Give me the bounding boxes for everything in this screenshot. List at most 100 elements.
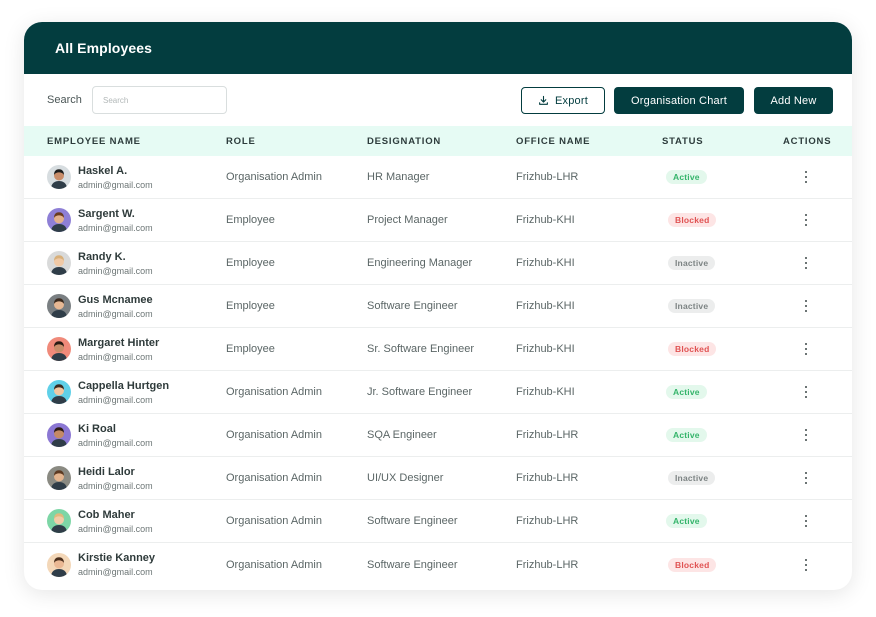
status-badge: Active <box>666 170 707 184</box>
avatar <box>47 208 71 232</box>
employee-email: admin@gmail.com <box>78 567 153 577</box>
more-options-icon[interactable] <box>802 299 810 313</box>
status-badge: Inactive <box>668 471 716 485</box>
employee-office: Frizhub-KHI <box>516 386 575 398</box>
status-badge: Active <box>666 385 707 399</box>
employee-email: admin@gmail.com <box>78 524 153 534</box>
avatar <box>47 423 71 447</box>
employee-role: Organisation Admin <box>226 515 322 527</box>
employee-office: Frizhub-KHI <box>516 300 575 312</box>
employee-designation: HR Manager <box>367 171 430 183</box>
employee-designation: Jr. Software Engineer <box>367 386 473 398</box>
more-options-icon[interactable] <box>802 428 810 442</box>
more-options-icon[interactable] <box>802 170 810 184</box>
employee-office: Frizhub-LHR <box>516 429 579 441</box>
employee-name: Ki Roal <box>78 423 116 435</box>
employee-role: Organisation Admin <box>226 429 322 441</box>
more-options-icon[interactable] <box>802 558 810 572</box>
employee-role: Employee <box>226 300 275 312</box>
employee-designation: SQA Engineer <box>367 429 437 441</box>
page-title: All Employees <box>55 40 153 56</box>
table-row[interactable]: Gus Mcnamee admin@gmail.com Employee Sof… <box>24 285 852 328</box>
avatar <box>47 509 71 533</box>
avatar <box>47 466 71 490</box>
employee-email: admin@gmail.com <box>78 481 153 491</box>
employee-name: Randy K. <box>78 251 126 263</box>
card-header: All Employees <box>24 22 852 74</box>
more-options-icon[interactable] <box>802 385 810 399</box>
employee-office: Frizhub-KHI <box>516 343 575 355</box>
toolbar: Search Export Organisation Chart Add New <box>24 74 852 126</box>
employee-email: admin@gmail.com <box>78 180 153 190</box>
employee-designation: Software Engineer <box>367 559 458 571</box>
more-options-icon[interactable] <box>802 514 810 528</box>
search-input[interactable] <box>92 86 227 114</box>
employee-email: admin@gmail.com <box>78 266 153 276</box>
employee-role: Organisation Admin <box>226 386 322 398</box>
table-row[interactable]: Randy K. admin@gmail.com Employee Engine… <box>24 242 852 285</box>
employee-name: Cob Maher <box>78 509 135 521</box>
table-header: EMPLOYEE NAME ROLE DESIGNATION OFFICE NA… <box>24 126 852 156</box>
table-row[interactable]: Cob Maher admin@gmail.com Organisation A… <box>24 500 852 543</box>
employee-designation: Project Manager <box>367 214 448 226</box>
add-new-label: Add New <box>770 94 817 107</box>
employee-role: Employee <box>226 214 275 226</box>
employee-email: admin@gmail.com <box>78 395 153 405</box>
employee-email: admin@gmail.com <box>78 309 153 319</box>
employee-office: Frizhub-LHR <box>516 515 579 527</box>
avatar <box>47 294 71 318</box>
employee-role: Employee <box>226 257 275 269</box>
column-header-actions: ACTIONS <box>783 135 832 147</box>
employee-office: Frizhub-LHR <box>516 472 579 484</box>
employee-office: Frizhub-KHI <box>516 257 575 269</box>
employees-card: All Employees Search Export Organisation… <box>24 22 852 590</box>
status-badge: Blocked <box>668 213 717 227</box>
more-options-icon[interactable] <box>802 342 810 356</box>
column-header-status: STATUS <box>662 135 704 147</box>
more-options-icon[interactable] <box>802 256 810 270</box>
employee-office: Frizhub-LHR <box>516 171 579 183</box>
export-label: Export <box>555 94 588 107</box>
avatar <box>47 165 71 189</box>
more-options-icon[interactable] <box>802 213 810 227</box>
table-row[interactable]: Ki Roal admin@gmail.com Organisation Adm… <box>24 414 852 457</box>
table-row[interactable]: Kirstie Kanney admin@gmail.com Organisat… <box>24 543 852 587</box>
employee-designation: Software Engineer <box>367 515 458 527</box>
employee-role: Organisation Admin <box>226 472 322 484</box>
column-header-role: ROLE <box>226 135 256 147</box>
organisation-chart-label: Organisation Chart <box>631 94 727 107</box>
table-row[interactable]: Heidi Lalor admin@gmail.com Organisation… <box>24 457 852 500</box>
employee-designation: Software Engineer <box>367 300 458 312</box>
employee-role: Organisation Admin <box>226 559 322 571</box>
avatar <box>47 337 71 361</box>
search-label: Search <box>47 94 82 106</box>
status-badge: Active <box>666 428 707 442</box>
employee-office: Frizhub-KHI <box>516 214 575 226</box>
employee-role: Organisation Admin <box>226 171 322 183</box>
employee-name: Kirstie Kanney <box>78 552 156 564</box>
table-row[interactable]: Cappella Hurtgen admin@gmail.com Organis… <box>24 371 852 414</box>
employee-name: Haskel A. <box>78 165 128 177</box>
status-badge: Blocked <box>668 558 717 572</box>
more-options-icon[interactable] <box>802 471 810 485</box>
avatar <box>47 553 71 577</box>
column-header-employee-name: EMPLOYEE NAME <box>47 135 141 147</box>
status-badge: Blocked <box>668 342 717 356</box>
avatar <box>47 380 71 404</box>
status-badge: Active <box>666 514 707 528</box>
avatar <box>47 251 71 275</box>
employee-designation: Sr. Software Engineer <box>367 343 475 355</box>
employee-name: Heidi Lalor <box>78 466 135 478</box>
organisation-chart-button[interactable]: Organisation Chart <box>614 87 744 114</box>
table-row[interactable]: Margaret Hinter admin@gmail.com Employee… <box>24 328 852 371</box>
table-row[interactable]: Sargent W. admin@gmail.com Employee Proj… <box>24 199 852 242</box>
status-badge: Inactive <box>668 256 716 270</box>
employee-role: Employee <box>226 343 275 355</box>
export-button[interactable]: Export <box>521 87 605 114</box>
employee-email: admin@gmail.com <box>78 352 153 362</box>
employee-designation: UI/UX Designer <box>367 472 444 484</box>
table-row[interactable]: Haskel A. admin@gmail.com Organisation A… <box>24 156 852 199</box>
add-new-button[interactable]: Add New <box>754 87 833 114</box>
status-badge: Inactive <box>668 299 716 313</box>
employee-email: admin@gmail.com <box>78 438 153 448</box>
